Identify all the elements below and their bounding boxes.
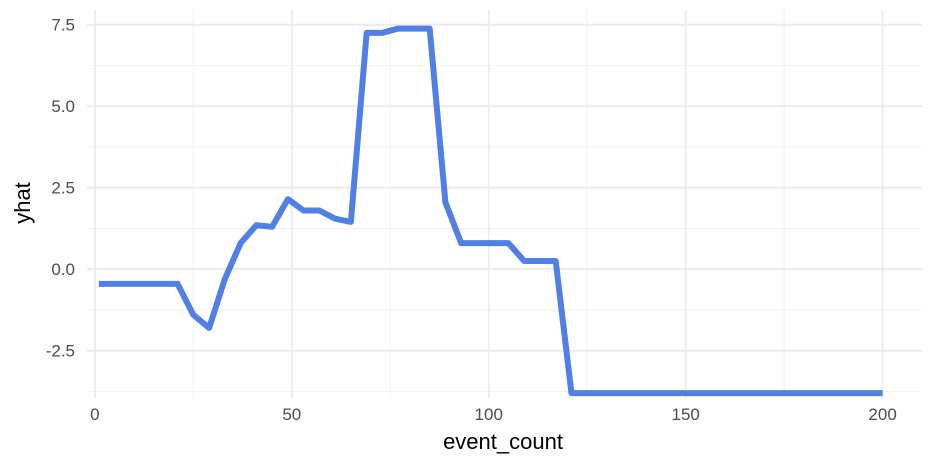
x-tick-label: 0 [90, 405, 99, 424]
y-axis-title: yhat [10, 182, 35, 224]
y-tick-label: -2.5 [46, 342, 75, 361]
x-axis-title: event_count [443, 429, 563, 454]
y-tick-label: 7.5 [51, 16, 75, 35]
x-tick-label: 200 [868, 405, 896, 424]
y-tick-label: 2.5 [51, 179, 75, 198]
minor-gridlines [87, 10, 922, 398]
y-tick-label: 0.0 [51, 260, 75, 279]
x-tick-label: 150 [671, 405, 699, 424]
series-line [98, 25, 883, 397]
series-layer [98, 25, 883, 397]
x-tick-label: 100 [475, 405, 503, 424]
y-axis-ticks: -2.5 0.0 2.5 5.0 7.5 [46, 16, 75, 361]
x-tick-label: 50 [282, 405, 301, 424]
major-gridlines [87, 10, 922, 398]
x-axis-ticks: 0 50 100 150 200 [90, 405, 897, 424]
y-tick-label: 5.0 [51, 97, 75, 116]
